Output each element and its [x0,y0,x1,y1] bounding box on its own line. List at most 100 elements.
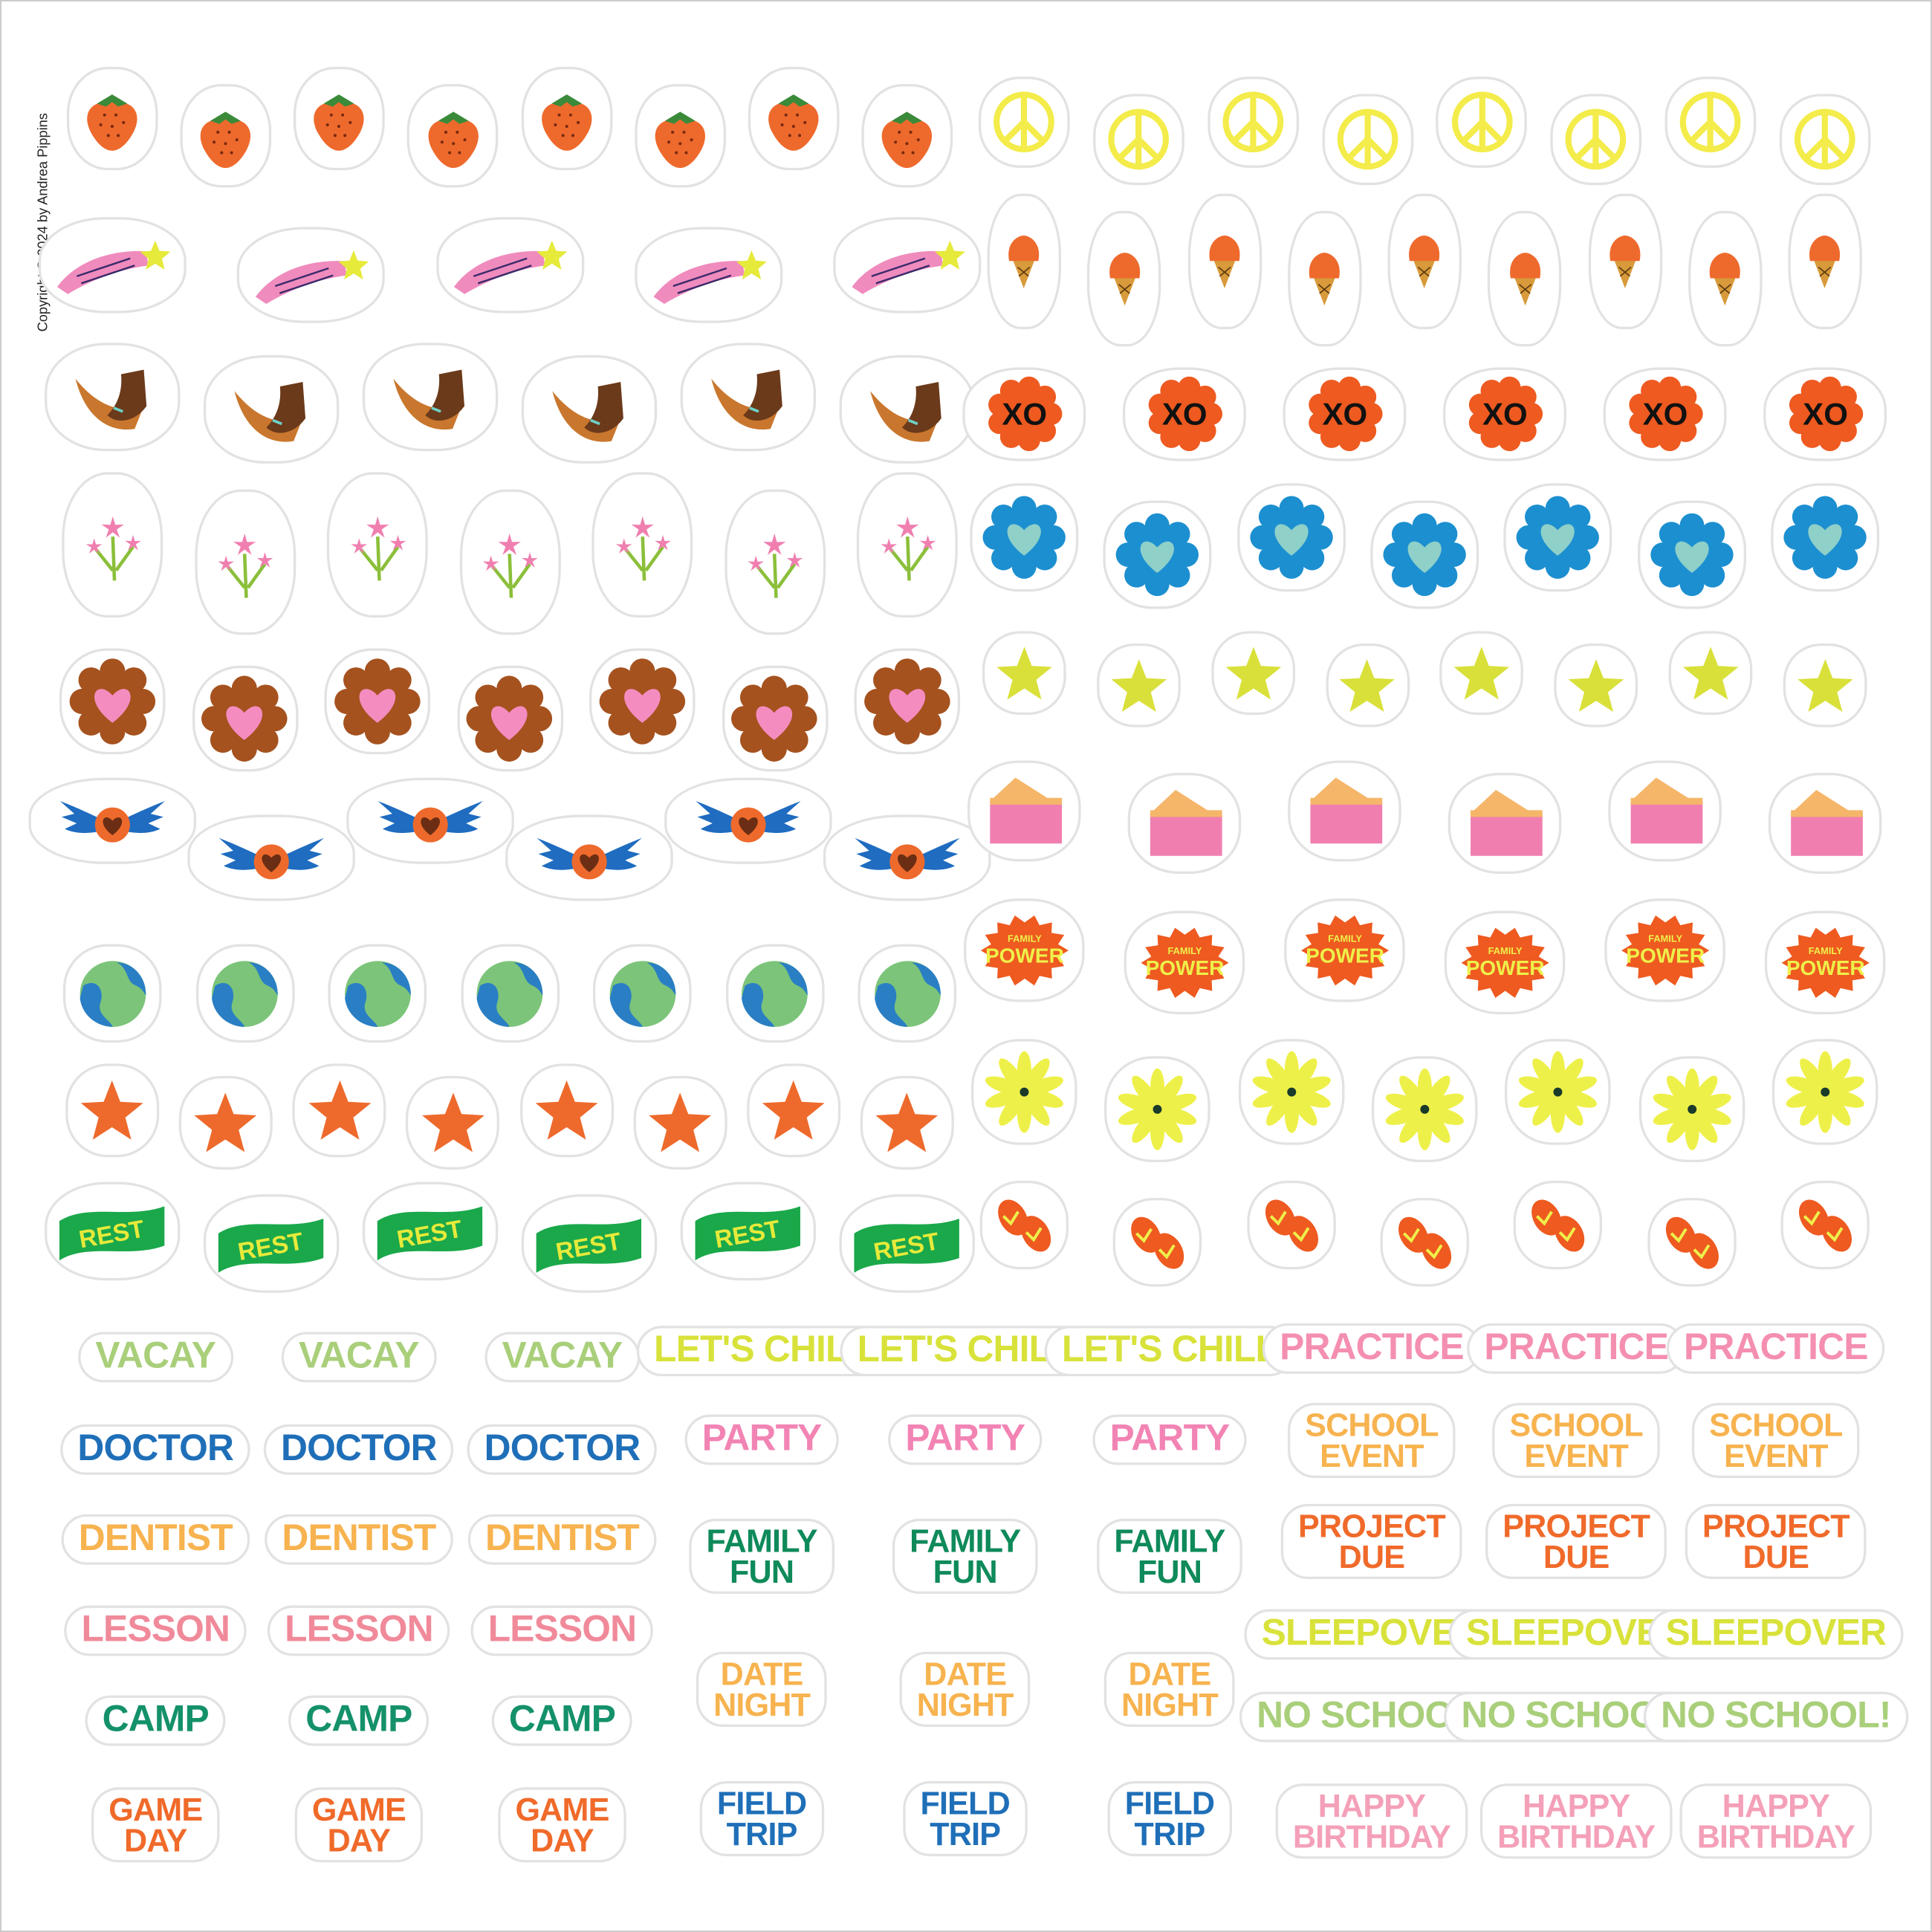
rest-banner-sticker: REST [839,1194,975,1293]
word-sticker-line: PARTY [701,1418,823,1459]
earth-sticker [62,944,162,1043]
blue-heart-flower-icon [1783,496,1867,580]
pink-flower-sticker [194,489,296,635]
ice-cream-icon [1809,236,1841,289]
word-sticker-line: TRIP [1134,1815,1206,1852]
word-sticker: CAMP [491,1695,633,1745]
word-sticker-line: LET'S CHILL [857,1329,1074,1370]
ice-cream-sticker [1788,193,1862,330]
word-sticker-line: DENTIST [78,1517,233,1559]
word-sticker-line: DATE [720,1655,804,1693]
yellow-star-icon [1225,646,1281,700]
word-sticker-line: BIRTHDAY [1497,1818,1656,1855]
xo-icon: XO [1629,377,1703,452]
yellow-star-sticker [1668,631,1753,716]
yellow-star-icon [1453,646,1510,700]
word-sticker: DOCTOR [263,1424,454,1474]
peace-sign-sticker [1664,77,1757,168]
earth-icon [742,960,808,1027]
orange-star-sticker [179,1075,273,1170]
word-sticker: DENTIST [467,1514,657,1565]
strawberry-sticker [294,66,386,171]
hands-sticker [680,343,817,452]
winged-heart-icon [537,837,642,880]
pink-flower-sticker [591,472,693,618]
word-sticker-line: FIELD [1124,1784,1215,1822]
svg-text:FAMILY: FAMILY [1648,933,1682,944]
shooting-star-icon [653,250,767,305]
word-sticker: PARTY [1092,1414,1247,1465]
shooting-star-sticker [237,227,386,323]
earth-sticker [725,944,824,1043]
word-sticker: FIELD TRIP [903,1780,1028,1857]
shooting-star-icon [454,241,568,295]
heart-flower-icon [599,658,686,745]
word-sticker-line: FAMILY [910,1522,1021,1560]
yellow-star-sticker [1325,643,1410,727]
orange-star-sticker [65,1063,160,1158]
word-sticker: FAMILY FUN [892,1518,1038,1595]
ice-cream-icon [1509,253,1540,306]
blue-heart-flower-sticker [1236,483,1346,592]
peace-sign-sticker [1550,94,1642,186]
orange-star-icon [535,1080,598,1141]
heart-flower-icon [467,675,553,762]
heart-flower-icon [334,658,421,745]
word-sticker-line: SLEEPOVER [1665,1612,1887,1654]
xo-sticker: XO [1443,367,1566,461]
blue-heart-flower-icon [1517,496,1600,580]
earth-icon [344,960,411,1027]
pink-flower-sticker [326,472,428,618]
word-sticker-line: DOCTOR [281,1427,438,1469]
word-sticker: HAPPY BIRTHDAY [1479,1783,1673,1860]
svg-text:POWER: POWER [1786,956,1864,979]
pie-slice-sticker [1768,773,1882,875]
yellow-star-sticker [1783,643,1867,727]
word-sticker: FIELD TRIP [699,1780,824,1857]
word-sticker: PROJECT DUE [1485,1503,1667,1580]
rest-banner-sticker: REST [45,1181,181,1281]
word-sticker: FAMILY FUN [1097,1518,1242,1595]
xo-icon: XO [1308,377,1383,452]
svg-text:POWER: POWER [1145,956,1224,979]
strawberry-sticker [634,84,726,188]
word-sticker-line: GAME [311,1791,406,1828]
word-sticker-line: NIGHT [1121,1685,1219,1723]
winged-heart-sticker [664,777,832,864]
daisy-sticker [1771,1039,1878,1145]
ice-cream-sticker [987,193,1062,330]
peace-sign-icon [993,91,1055,153]
strawberry-sticker [66,66,158,171]
daisy-icon [1385,1068,1464,1150]
earth-sticker [195,944,294,1043]
rest-banner-icon: REST [218,1218,324,1273]
word-sticker: PARTY [684,1414,839,1465]
word-sticker-line: PROJECT [1503,1507,1650,1545]
svg-text:POWER: POWER [1306,944,1384,967]
pink-flower-icon [218,533,273,598]
family-power-sticker: FAMILY POWER [1124,910,1245,1015]
winged-heart-sticker [346,777,514,864]
svg-text:POWER: POWER [1626,944,1705,967]
word-sticker-line: NIGHT [713,1685,811,1723]
word-sticker-line: CAMP [102,1699,210,1740]
flip-flops-icon [1265,1199,1318,1252]
heart-flower-sticker [456,665,563,772]
word-sticker-line: LET'S CHILL [654,1329,870,1370]
word-sticker: LESSON [64,1605,247,1656]
shooting-star-icon [852,241,965,295]
flip-flops-sticker [1780,1180,1870,1270]
daisy-icon [1252,1051,1331,1133]
winged-heart-icon [59,800,165,843]
peace-sign-icon [1108,108,1170,170]
ice-cream-sticker [1488,210,1562,347]
yellow-star-sticker [1554,643,1638,727]
rest-banner-sticker: REST [362,1181,499,1281]
daisy-icon [1519,1051,1598,1133]
peace-sign-icon [1451,91,1513,153]
peace-sign-icon [1566,108,1627,170]
flip-flops-icon [1799,1199,1852,1252]
heart-flower-sticker [59,648,166,755]
